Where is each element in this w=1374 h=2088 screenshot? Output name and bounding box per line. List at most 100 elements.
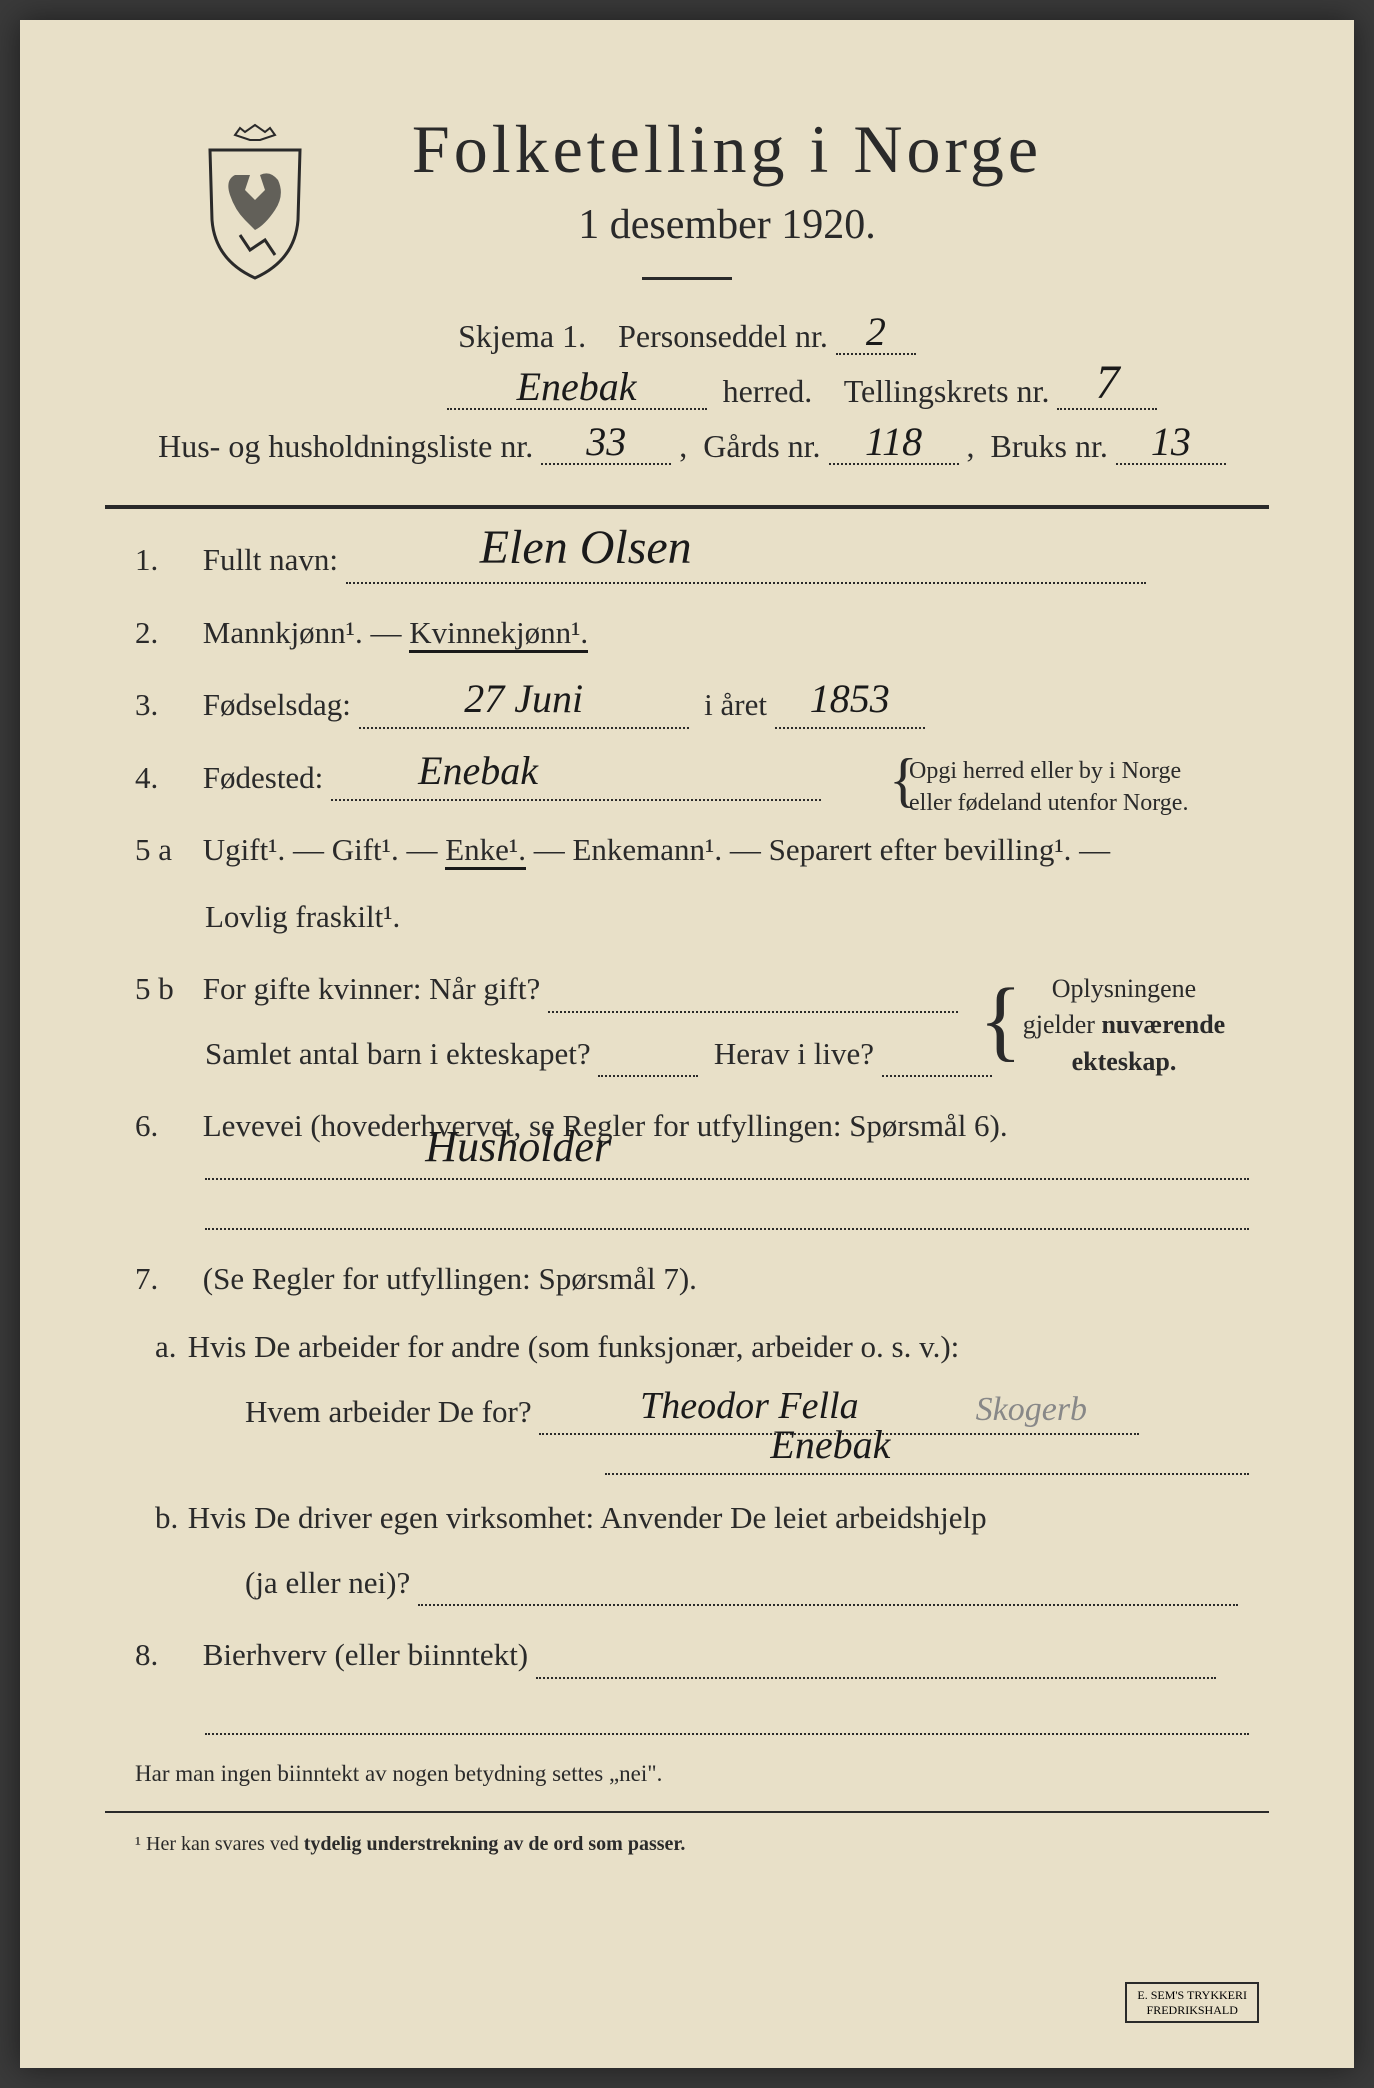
tellingskrets-field: 7: [1057, 375, 1157, 410]
q2-row: 2. Mannkjønn¹. — Kvinnekjønn¹.: [135, 610, 1269, 657]
q5b-row: 5 b For gifte kvinner: Når gift? Samlet …: [135, 966, 1269, 1077]
q6-field-1: Husholder: [205, 1150, 1249, 1180]
form-header: Folketelling i Norge 1 desember 1920. Sk…: [105, 110, 1269, 465]
q5a-after: — Enkemann¹. — Separert efter bevilling¹…: [534, 832, 1110, 867]
q3-year-value: 1853: [810, 669, 890, 729]
q6-num: 6.: [135, 1103, 195, 1150]
q3-label: Fødselsdag:: [203, 687, 351, 722]
q3-row: 3. Fødselsdag: 27 Juni i året 1853: [135, 682, 1269, 729]
herred-field: Enebak: [447, 375, 707, 410]
gards-label: Gårds nr.: [703, 428, 820, 464]
q4-value: Enebak: [418, 741, 538, 801]
printer-stamp: E. SEM'S TRYKKERI FREDRIKSHALD: [1125, 1982, 1259, 2023]
brace-icon: {: [979, 976, 1022, 1066]
meta-line-2: Enebak herred. Tellingskrets nr. 7: [105, 373, 1269, 410]
q5b-num: 5 b: [135, 966, 195, 1013]
q6-value: Husholder: [425, 1114, 611, 1180]
q5b-note: { Oplysningene gjelder nuværende ekteska…: [1009, 971, 1239, 1080]
tellingskrets-value: 7: [1095, 355, 1119, 410]
bruks-label: Bruks nr.: [991, 428, 1108, 464]
skjema-label: Skjema 1.: [458, 318, 586, 354]
census-form-page: Folketelling i Norge 1 desember 1920. Sk…: [20, 20, 1354, 2068]
q5a-num: 5 a: [135, 827, 195, 874]
q1-num: 1.: [135, 537, 195, 584]
q5b-l1a: For gifte kvinner: Når gift?: [203, 971, 540, 1006]
q2-label: Mannkjønn¹. —: [203, 615, 409, 650]
meta-line-1: Skjema 1. Personseddel nr. 2: [105, 318, 1269, 355]
q8-num: 8.: [135, 1632, 195, 1679]
q8-field: [536, 1644, 1216, 1678]
footnote-2a: ¹ Her kan svares ved: [135, 1833, 304, 1855]
bruks-value: 13: [1151, 418, 1191, 465]
herred-label: herred.: [723, 373, 813, 409]
q5a-underlined: Enke¹.: [445, 832, 526, 870]
q7a-block: a. Hvis De arbeider for andre (som funks…: [135, 1324, 1269, 1475]
q4-note-l1: Opgi herred eller by i Norge: [909, 758, 1181, 784]
q4-note-l2: eller fødeland utenfor Norge.: [909, 790, 1188, 816]
personseddel-value: 2: [866, 308, 886, 355]
q8-field-2: [205, 1705, 1249, 1735]
q4-num: 4.: [135, 755, 195, 802]
q1-row: 1. Fullt navn: Elen Olsen: [135, 537, 1269, 584]
footnote-2: ¹ Her kan svares ved tydelig understrekn…: [105, 1833, 1269, 1856]
q5a-line2: Lovlig fraskilt¹.: [135, 894, 1269, 941]
coat-of-arms-icon: [190, 120, 320, 280]
divider-thin: [105, 1811, 1269, 1813]
q2-num: 2.: [135, 610, 195, 657]
q4-field: Enebak: [331, 767, 821, 801]
personseddel-field: 2: [836, 320, 916, 355]
title-sub: 1 desember 1920.: [185, 201, 1269, 249]
form-body: 1. Fullt navn: Elen Olsen 2. Mannkjønn¹.…: [105, 537, 1269, 1735]
q7b-l2: (ja eller nei)?: [245, 1565, 410, 1600]
q1-field: Elen Olsen: [346, 549, 1146, 583]
q5b-l2a-field: [598, 1043, 698, 1077]
bruks-field: 13: [1116, 430, 1226, 465]
q5b-note-l2: gjelder nuværende: [1023, 1010, 1225, 1039]
husliste-value: 33: [586, 418, 626, 465]
husliste-field: 33: [541, 430, 671, 465]
q4-row: 4. Fødested: Enebak { Opgi herred eller …: [135, 755, 1269, 802]
q3-date-value: 27 Juni: [464, 669, 583, 729]
q5b-note-l3: ekteskap.: [1072, 1047, 1177, 1076]
herred-value: Enebak: [517, 363, 637, 410]
q7b-block: b. Hvis De driver egen virksomhet: Anven…: [135, 1495, 1269, 1606]
q7a-field2: Enebak: [605, 1445, 1249, 1475]
footnote-2b: tydelig understrekning av de ord som pas…: [304, 1833, 686, 1855]
q6-field-2: [205, 1200, 1249, 1230]
title-divider: [642, 277, 732, 280]
brace-icon: {: [889, 750, 918, 810]
gards-field: 118: [829, 430, 959, 465]
q5a-row: 5 a Ugift¹. — Gift¹. — Enke¹. — Enkemann…: [135, 827, 1269, 940]
q5a-before: Ugift¹. — Gift¹. —: [203, 832, 445, 867]
title-main: Folketelling i Norge: [185, 110, 1269, 189]
q5b-note-l1: Oplysningene: [1052, 974, 1196, 1003]
q7a-val1-pencil: Skogerb: [976, 1384, 1087, 1435]
q4-label: Fødested:: [203, 760, 324, 795]
q5b-l2b-field: [882, 1043, 992, 1077]
q1-label: Fullt navn:: [203, 542, 338, 577]
q5b-l2a: Samlet antal barn i ekteskapet?: [205, 1036, 591, 1071]
tellingskrets-label: Tellingskrets nr.: [844, 373, 1050, 409]
q3-date-field: 27 Juni: [359, 694, 689, 728]
personseddel-label: Personseddel nr.: [618, 318, 828, 354]
footnote-1: Har man ingen biinntekt av nogen betydni…: [105, 1761, 1269, 1787]
meta-line-3: Hus- og husholdningsliste nr. 33 , Gårds…: [105, 428, 1269, 465]
q5b-l1-field: [548, 978, 958, 1012]
q8-row: 8. Bierhverv (eller biinntekt): [135, 1632, 1269, 1735]
q5b-l2b: Herav i live?: [714, 1036, 874, 1071]
printer-l2: FREDRIKSHALD: [1147, 2003, 1238, 2017]
q7-num: 7.: [135, 1256, 195, 1303]
q7b-field: [418, 1572, 1238, 1606]
q7-row: 7. (Se Regler for utfyllingen: Spørsmål …: [135, 1256, 1269, 1607]
divider-thick: [105, 505, 1269, 509]
q6-row: 6. Levevei (hovederhvervet, se Regler fo…: [135, 1103, 1269, 1230]
q3-year-label: i året: [704, 687, 767, 722]
printer-l1: E. SEM'S TRYKKERI: [1137, 1988, 1247, 2002]
q7b-l1: Hvis De driver egen virksomhet: Anvender…: [188, 1500, 987, 1535]
q3-num: 3.: [135, 682, 195, 729]
q1-value: Elen Olsen: [480, 512, 692, 584]
q7a-l2: Hvem arbeider De for?: [245, 1394, 532, 1429]
q7a-l1: Hvis De arbeider for andre (som funksjon…: [188, 1329, 960, 1364]
q4-note: { Opgi herred eller by i Norge eller fød…: [909, 755, 1209, 820]
q3-year-field: 1853: [775, 694, 925, 728]
